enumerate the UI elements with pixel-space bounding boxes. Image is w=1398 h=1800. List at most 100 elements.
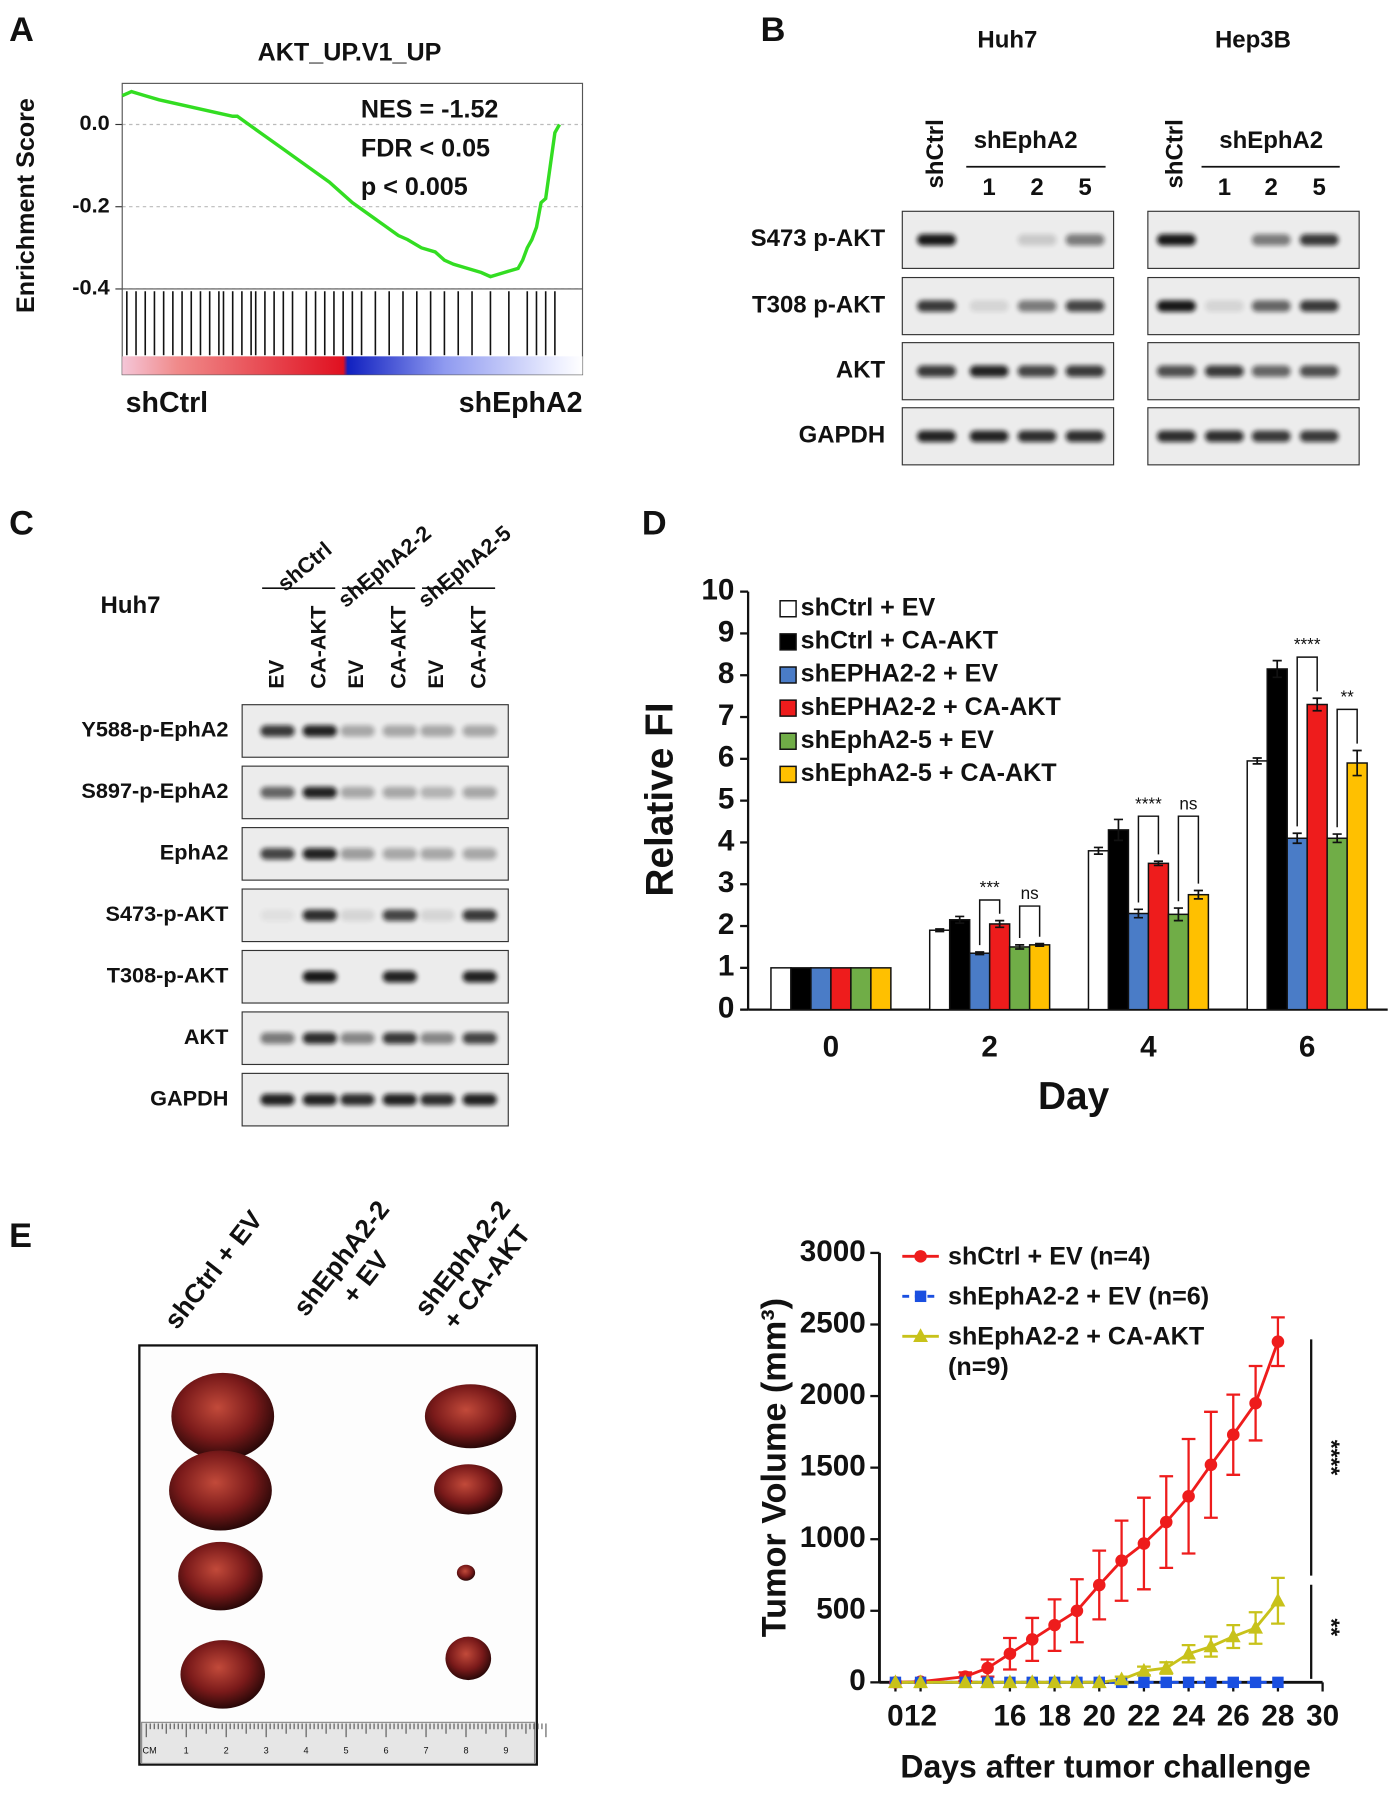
legend-label: shEPHA2-2 + CA-AKT [801, 693, 1062, 721]
cell-line: Huh7 [977, 26, 1037, 53]
bar [968, 952, 991, 1011]
marker [1091, 1674, 1107, 1689]
phenotype-label: shEphA2 [459, 387, 583, 419]
marker [1002, 1674, 1018, 1689]
ruler-label: 5 [344, 1745, 349, 1755]
band [382, 848, 417, 860]
y-tick-label: -0.4 [72, 275, 109, 300]
legend-marker [913, 1328, 928, 1343]
significance-bracket [1018, 905, 1041, 938]
marker [1138, 1676, 1150, 1689]
error-bar [1015, 943, 1025, 950]
error-bar [1272, 659, 1282, 679]
band [260, 786, 295, 799]
band [1251, 234, 1291, 246]
lane-label: EV [263, 659, 288, 688]
bar [1286, 837, 1308, 1011]
band [969, 365, 1009, 377]
ruler-label: 2 [224, 1745, 229, 1755]
band [1156, 430, 1196, 443]
panel-label: C [9, 504, 34, 542]
band [917, 300, 956, 312]
band [1017, 300, 1057, 312]
significance-label: ns [1179, 793, 1197, 813]
y-tick-label: 2 [718, 908, 735, 941]
legend-label: shCtrl + EV [801, 593, 936, 621]
band [969, 430, 1009, 443]
group-label: shCtrl [272, 537, 336, 596]
significance-bracket [1336, 708, 1358, 828]
bar [1246, 760, 1268, 1011]
control-label: shCtrl [922, 119, 949, 188]
band [462, 725, 497, 737]
legend-label-box: shEphA2-2 + EV (n=6) [948, 1281, 1209, 1310]
band [1251, 300, 1291, 312]
band [1065, 300, 1105, 312]
x-tick-label: 6 [1299, 1030, 1316, 1063]
band [260, 725, 295, 737]
y-tick-label: 2000 [800, 1378, 866, 1411]
y-tick-label: 0 [849, 1664, 866, 1697]
marker [1025, 1633, 1039, 1646]
band [462, 1032, 497, 1044]
marker [1159, 1515, 1173, 1529]
y-tick-label: 7 [718, 699, 735, 732]
bar [1167, 913, 1190, 1011]
band [420, 725, 455, 737]
row-label: GAPDH [799, 422, 886, 449]
legend-label: shEPHA2-2 + EV [801, 660, 999, 688]
x-tick-label: 26 [1217, 1700, 1250, 1733]
band [1299, 234, 1339, 246]
marker [1136, 1662, 1152, 1677]
bar [1266, 668, 1288, 1011]
y-tick-label: 5 [718, 782, 735, 815]
series-line [895, 1599, 1280, 1684]
lane-label: CA-AKT [385, 605, 410, 689]
significance-bracket [1137, 815, 1160, 903]
band [340, 1093, 375, 1106]
bar [1187, 893, 1210, 1011]
marker [1226, 1428, 1240, 1441]
band [302, 1093, 337, 1106]
bar [1107, 829, 1130, 1011]
marker [1249, 1396, 1262, 1410]
bar [1326, 837, 1348, 1011]
marker [1204, 1458, 1218, 1472]
significance-label: ** [1318, 1618, 1344, 1636]
marker [1115, 1554, 1128, 1567]
band [1065, 430, 1105, 443]
significance-label: **** [1318, 1440, 1344, 1476]
error-bar [1352, 749, 1362, 777]
y-tick-label: 500 [816, 1593, 866, 1626]
row-label: AKT [184, 1024, 229, 1049]
control-label: shCtrl [1162, 119, 1189, 188]
error-bar [1292, 832, 1302, 845]
x-tick-label: 2 [981, 1030, 998, 1063]
error-bar [995, 919, 1005, 929]
tumor-photo [138, 1344, 538, 1766]
legend-swatch [779, 633, 797, 651]
significance-label: **** [1135, 793, 1162, 813]
lane-label: CA-AKT [306, 605, 331, 689]
error-bar [1153, 860, 1163, 867]
y-tick-label: 9 [718, 615, 735, 648]
marker [1205, 1676, 1217, 1689]
bar [830, 967, 852, 1011]
ruler-label: 9 [503, 1745, 508, 1755]
bar [870, 967, 892, 1011]
x-tick-label: 18 [1038, 1700, 1071, 1733]
error-bar [955, 915, 965, 924]
error-bar [1093, 846, 1104, 855]
marker [1047, 1674, 1063, 1689]
marker [1003, 1647, 1017, 1661]
marker [1070, 1604, 1084, 1618]
band [260, 909, 295, 922]
marker [1069, 1674, 1085, 1689]
bar [1087, 850, 1110, 1011]
band [917, 234, 956, 246]
marker [1225, 1628, 1241, 1643]
band [420, 909, 455, 922]
row-label: T308-p-AKT [107, 962, 229, 987]
row-label: S473 p-AKT [751, 225, 886, 252]
band [1065, 234, 1105, 246]
